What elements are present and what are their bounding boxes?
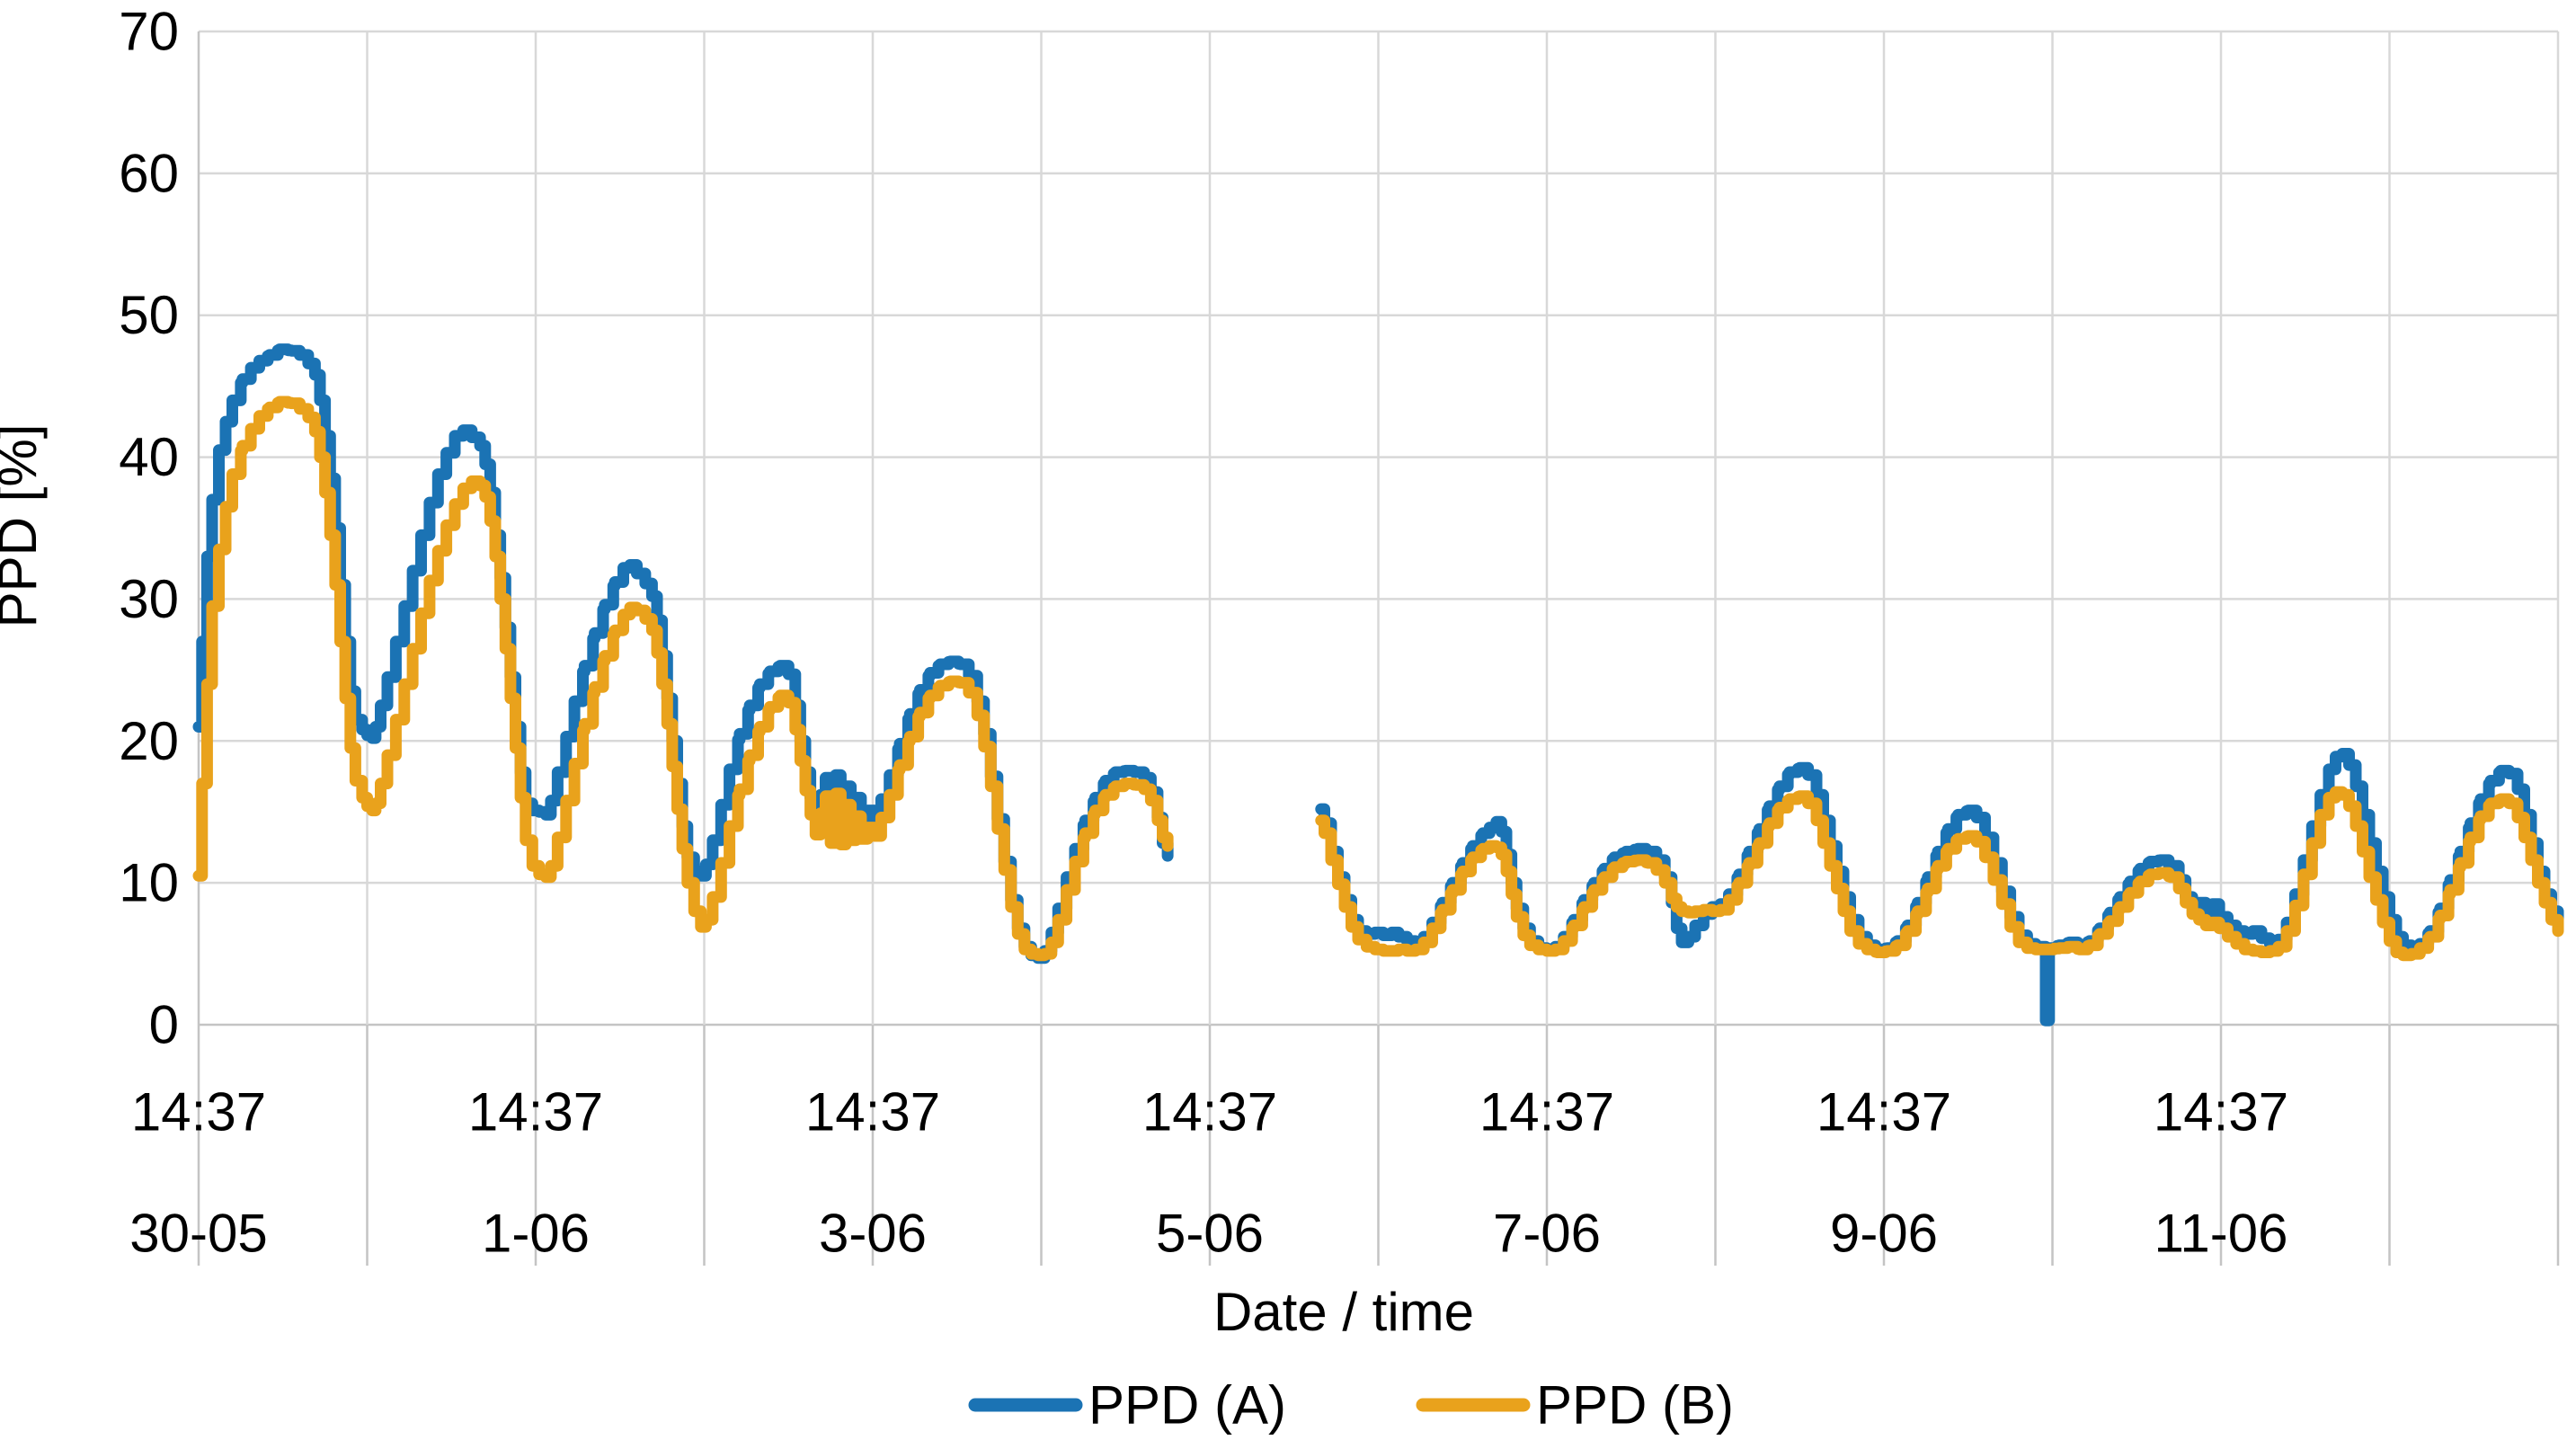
x-tick-time-label: 14:37 — [468, 1082, 603, 1142]
y-tick-label-30: 30 — [119, 569, 179, 629]
x-tick-time-label: 14:37 — [805, 1082, 940, 1142]
y-tick-label-70: 70 — [119, 2, 179, 62]
y-tick-label-50: 50 — [119, 285, 179, 345]
x-tick-date-label: 5-06 — [1156, 1204, 1264, 1264]
x-axis-title: Date / time — [1213, 1282, 1474, 1342]
x-tick-time-label: 14:37 — [1479, 1082, 1614, 1142]
series-segment-1 — [1315, 786, 2564, 962]
x-tick-time-label: 14:37 — [1142, 1082, 1277, 1142]
x-tick-date-label: 7-06 — [1493, 1204, 1601, 1264]
x-tick-time-label: 14:37 — [2154, 1082, 2288, 1142]
x-tick-date-label: 11-06 — [2154, 1204, 2287, 1264]
x-axis-tick-marks — [197, 1025, 2560, 1266]
x-tick-time-label: 14:37 — [131, 1082, 266, 1142]
y-tick-label-0: 0 — [149, 995, 179, 1055]
x-tick-date-label: 1-06 — [482, 1204, 590, 1264]
legend: PPD (A) PPD (B) — [968, 1375, 1734, 1436]
x-tick-date-label: 9-06 — [1830, 1204, 1938, 1264]
x-tick-date-label: 3-06 — [819, 1204, 927, 1264]
series-segment-0 — [192, 396, 1174, 962]
x-tick-time-label: 14:37 — [1817, 1082, 1951, 1142]
vertical-day-gridlines — [197, 31, 2560, 1025]
legend-label-ppd-b: PPD (B) — [1536, 1375, 1734, 1436]
y-tick-label-40: 40 — [119, 427, 179, 487]
legend-label-ppd-a: PPD (A) — [1088, 1375, 1286, 1436]
x-axis-tick-labels: 14:37 30-05 14:37 1-06 14:37 3-06 14:37 5-06 14:… — [129, 1082, 2288, 1264]
x-tick-date-label: 30-05 — [129, 1204, 267, 1264]
y-tick-label-20: 20 — [119, 711, 179, 771]
series-lines — [192, 343, 2564, 1027]
y-axis-tick-labels: 0 10 20 30 40 50 60 70 — [119, 2, 179, 1055]
y-axis-title: PPD [%] — [0, 424, 48, 628]
y-tick-label-60: 60 — [119, 143, 179, 203]
series-ppd-b — [192, 396, 2564, 962]
y-tick-label-10: 10 — [119, 853, 179, 913]
